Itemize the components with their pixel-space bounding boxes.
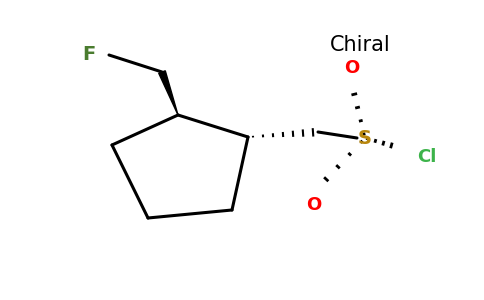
Text: O: O [306, 196, 322, 214]
Polygon shape [159, 71, 178, 115]
Text: O: O [345, 59, 360, 77]
Text: Chiral: Chiral [330, 35, 391, 55]
Text: Cl: Cl [417, 148, 437, 166]
Text: S: S [358, 128, 372, 148]
Text: F: F [82, 46, 95, 64]
